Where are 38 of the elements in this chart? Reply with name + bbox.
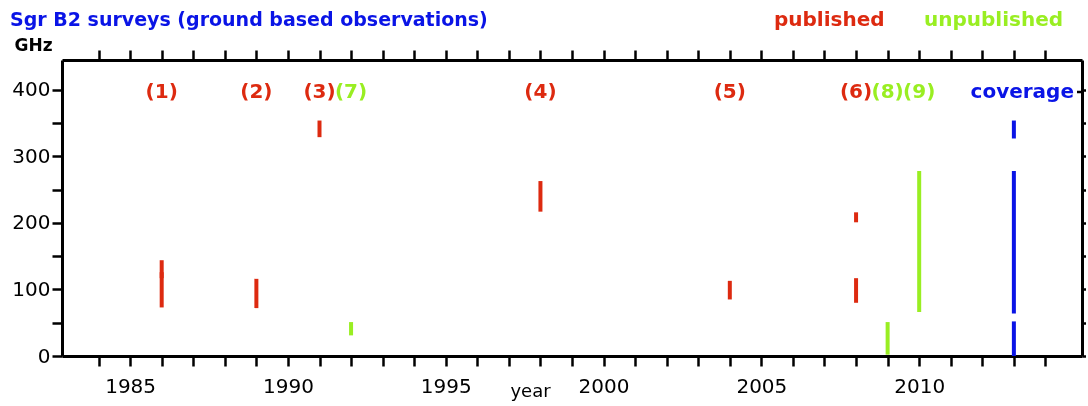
y-tick-label: 300 (12, 143, 51, 168)
x-tick-label: 2005 (736, 373, 788, 398)
annotation: (3) (303, 79, 336, 103)
annotation: (5) (713, 79, 746, 103)
x-tick-label: 1995 (420, 373, 472, 398)
bar (885, 322, 890, 355)
annotation: (8) (871, 79, 904, 103)
x-tick-label: 2010 (894, 373, 946, 398)
x-tick-label: 1990 (262, 373, 314, 398)
y-tick-label: 400 (12, 77, 51, 102)
bar (854, 278, 859, 303)
annotation: (4) (524, 79, 557, 103)
y-tick-label: 0 (37, 343, 51, 368)
annotation: (7) (334, 79, 368, 103)
bar (1011, 120, 1016, 139)
x-tick-label: 2000 (578, 373, 630, 398)
y-tick-label: 200 (12, 210, 51, 235)
annotation: (6) (839, 79, 873, 103)
bar (538, 181, 543, 212)
x-axis-title: year (510, 379, 552, 401)
bar (1011, 321, 1016, 356)
chart-title: Sgr B2 surveys (ground based observations) (10, 8, 488, 30)
bar (917, 171, 922, 313)
text: published (774, 7, 885, 31)
y-tick-label: 100 (12, 276, 51, 301)
annotation: (2) (240, 79, 273, 103)
bar (349, 322, 354, 336)
bar (854, 212, 859, 223)
series-label: coverage (970, 79, 1074, 103)
bar (317, 120, 322, 138)
x-tick-label: 1985 (105, 373, 157, 398)
annotation: (9) (903, 79, 936, 103)
text: unpublished (924, 7, 1064, 31)
bar (254, 278, 259, 309)
bar (727, 280, 732, 300)
bar (1011, 171, 1016, 314)
annotation: (1) (145, 79, 178, 103)
y-axis-title: GHz (14, 34, 53, 55)
